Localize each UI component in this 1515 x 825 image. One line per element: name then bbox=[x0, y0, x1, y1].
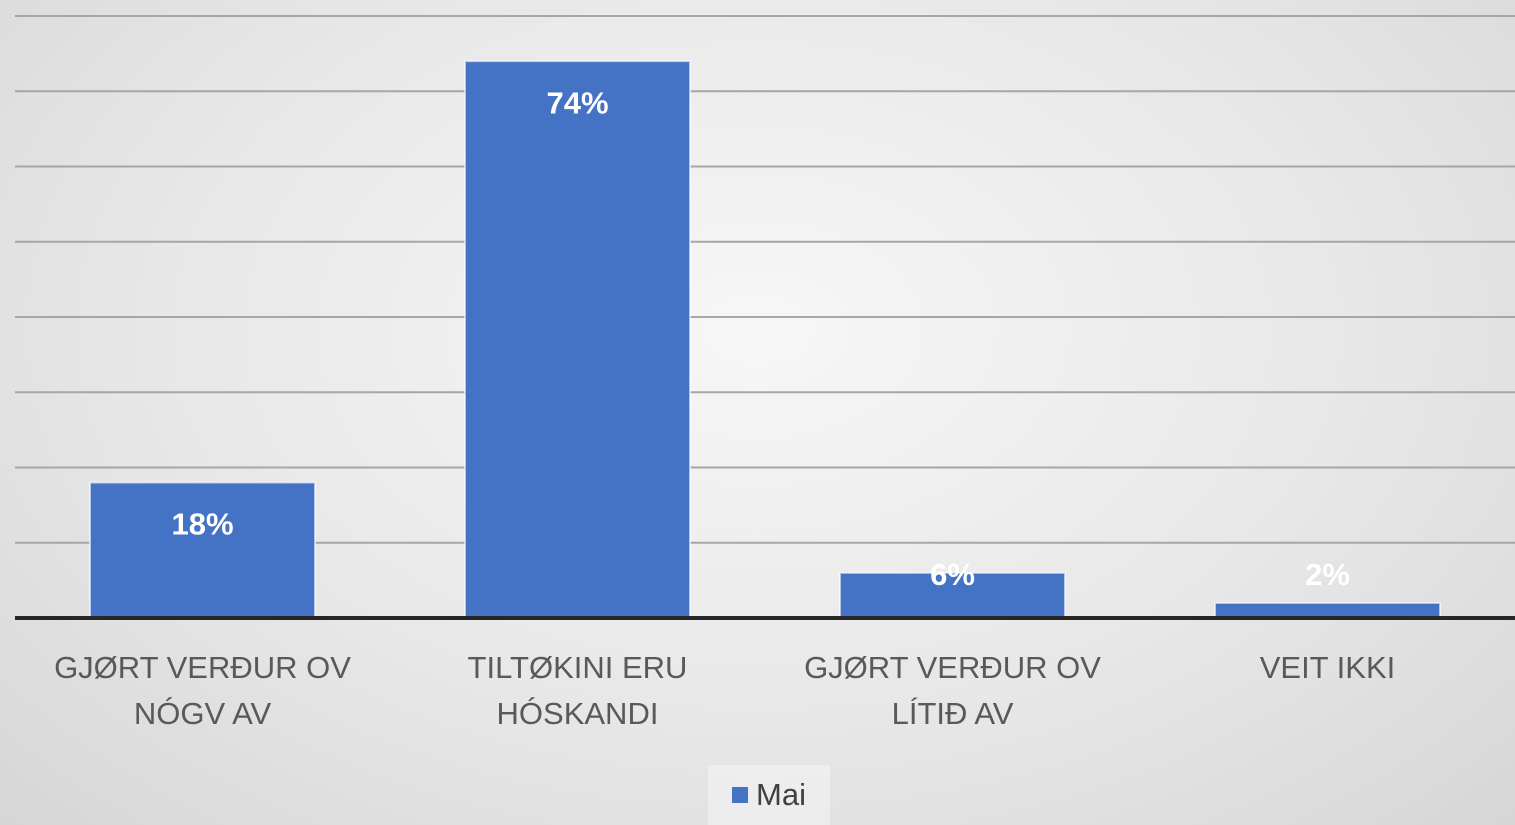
data-label: 6% bbox=[930, 557, 975, 592]
legend: Mai bbox=[708, 765, 830, 825]
legend-label: Mai bbox=[756, 777, 806, 812]
x-tick-label: TILTØKINI ERU HÓSKANDI bbox=[467, 650, 688, 731]
bar bbox=[839, 571, 1066, 619]
x-tick-label: GJØRT VERÐUR OV NÓGV AV bbox=[54, 650, 351, 731]
bar bbox=[464, 60, 691, 619]
data-label: 18% bbox=[171, 507, 233, 542]
legend-swatch bbox=[732, 787, 749, 803]
data-label: 74% bbox=[546, 85, 608, 120]
x-tick-label: VEIT IKKI bbox=[1259, 650, 1396, 685]
bar bbox=[89, 481, 316, 619]
x-tick-label: GJØRT VERÐUR OV LÍTIÐ AV bbox=[804, 650, 1101, 731]
bar bbox=[1214, 601, 1441, 620]
data-label: 2% bbox=[1305, 557, 1350, 592]
